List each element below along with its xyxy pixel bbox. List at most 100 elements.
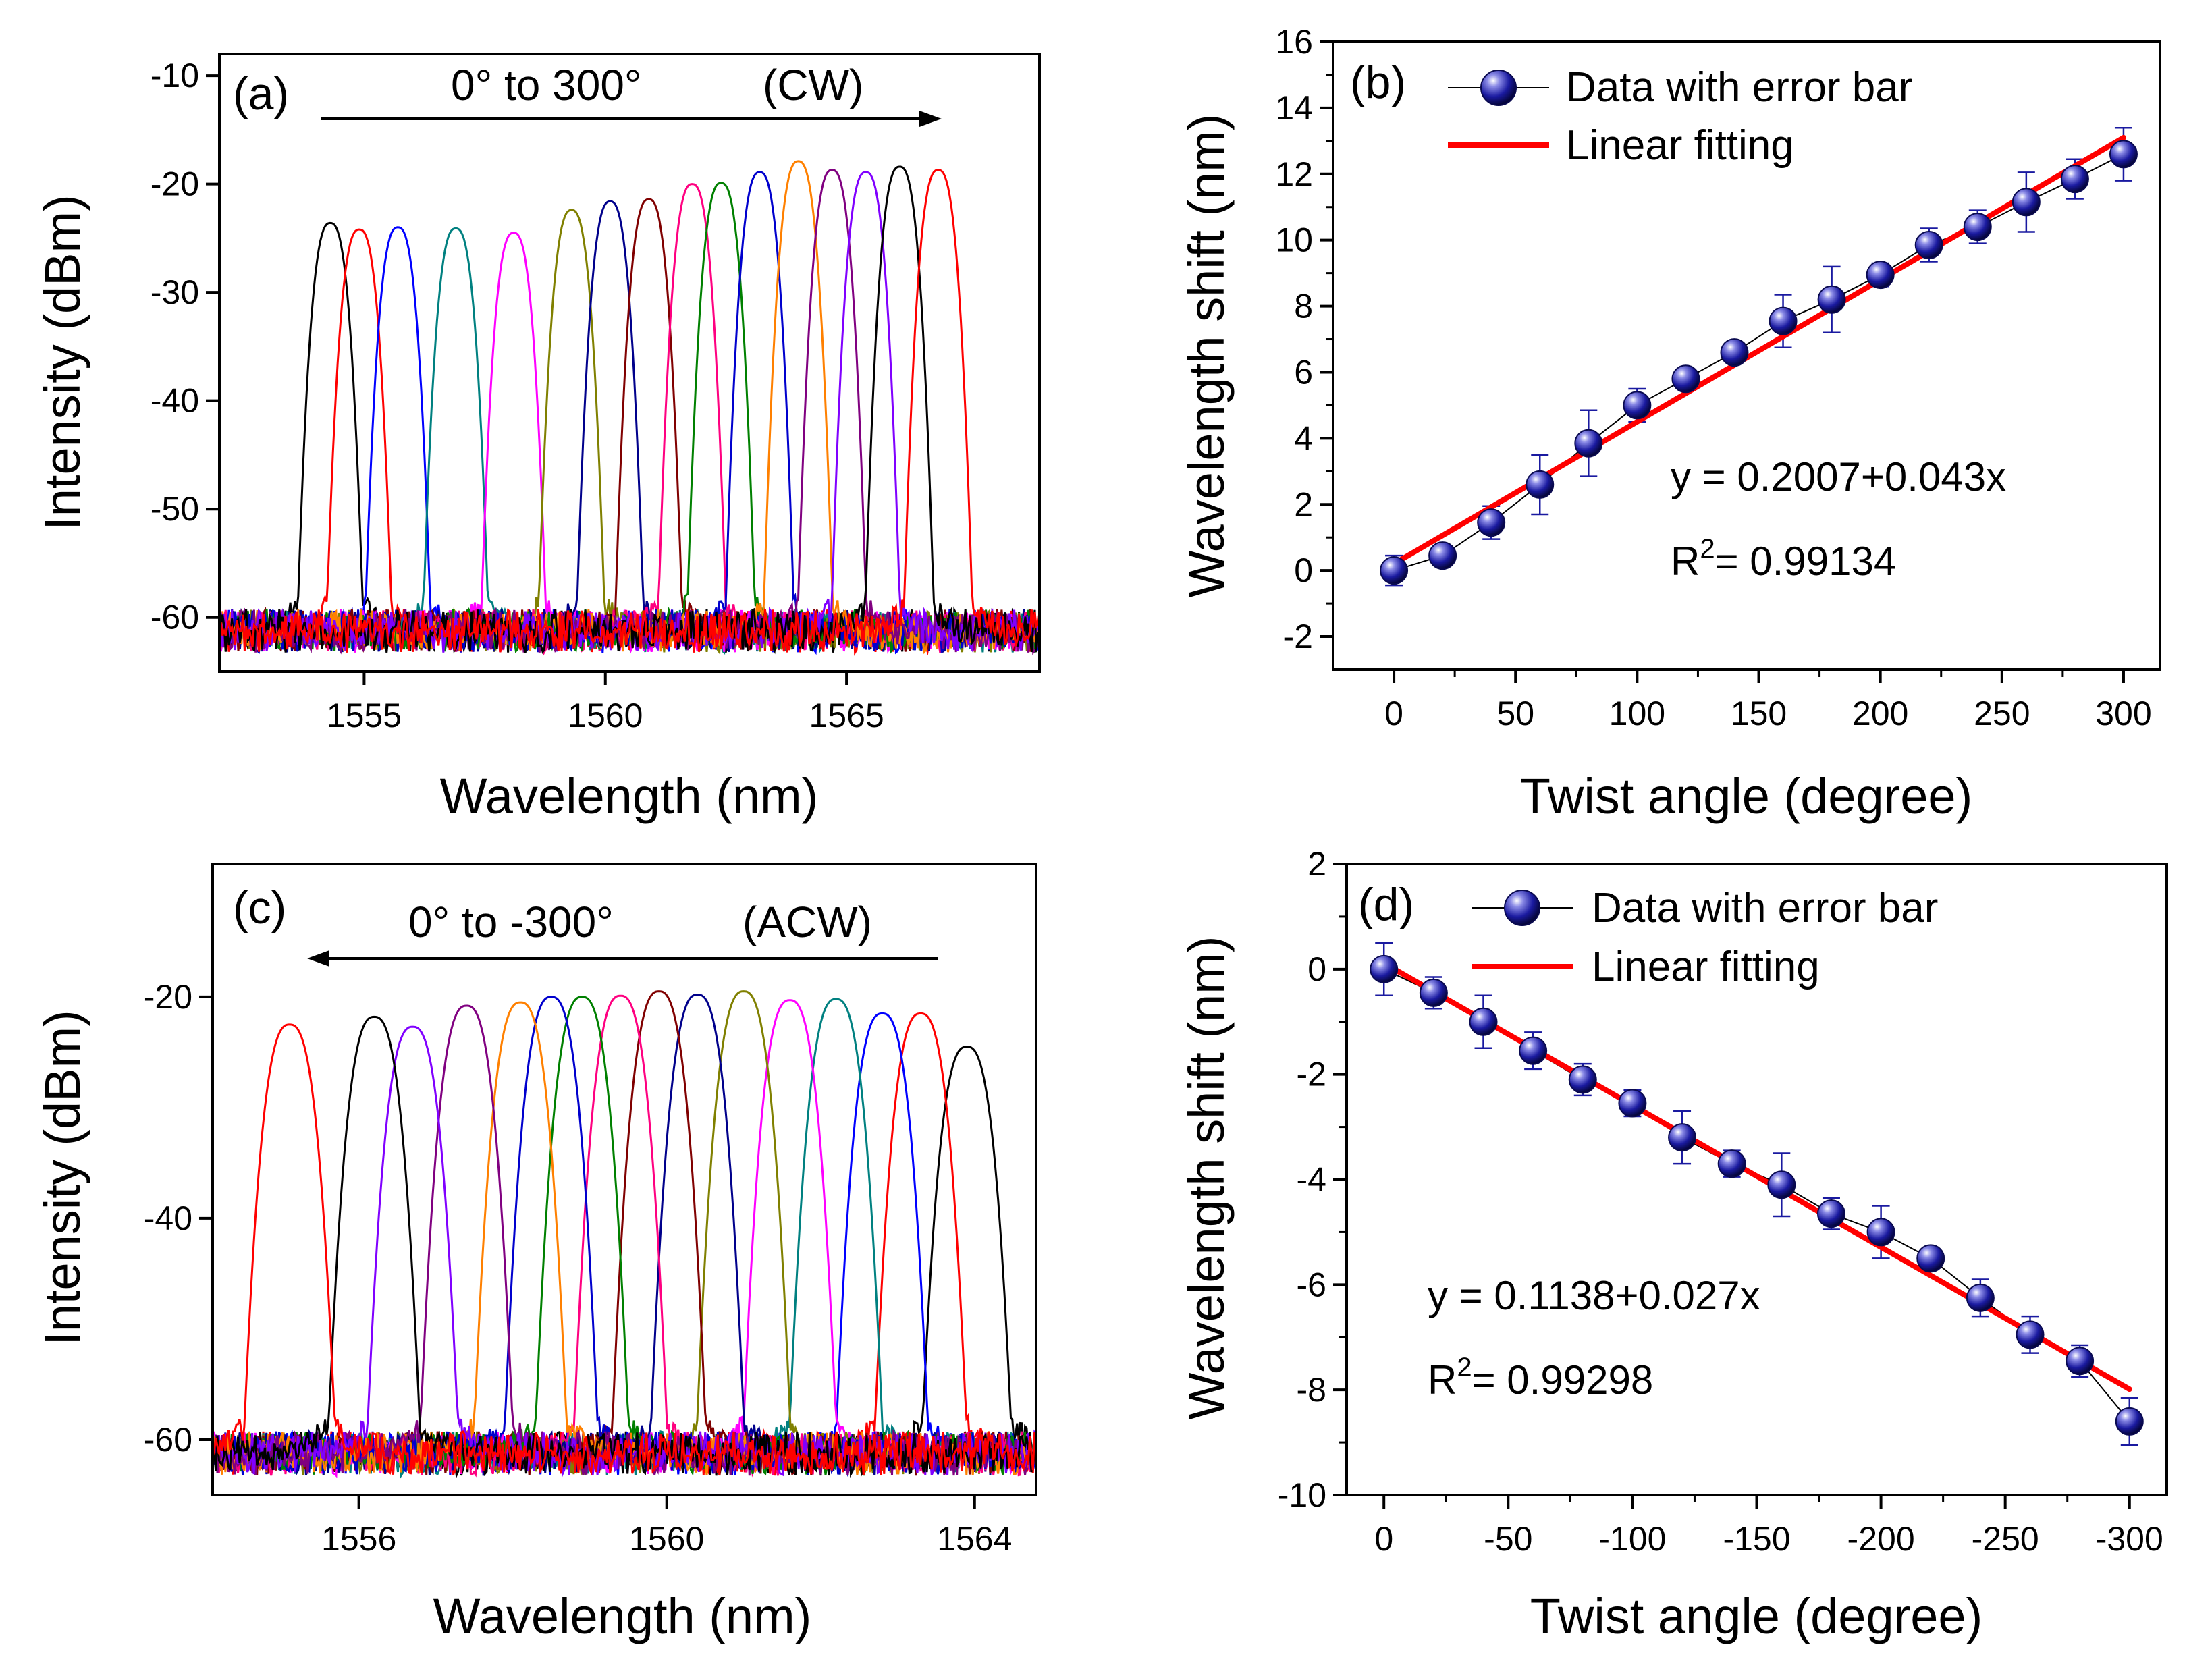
spectrum--260°	[213, 1025, 1036, 1478]
y-tick-label: 0	[1307, 950, 1326, 988]
panel-c-spectra	[213, 990, 1036, 1479]
y-tick-label: -40	[144, 1199, 192, 1237]
panel-a-ticks: 1555 1560 1565 -10 -20 -30 -40 -50 -60	[151, 57, 884, 734]
panel-b-ticks: 0 50 100 150 200 250 300 -2 0 2 4 6 8 10 12 14 16	[1275, 23, 2151, 732]
y-tick-label: 4	[1294, 419, 1313, 457]
panel-c-direction-arrow	[307, 950, 938, 967]
legend-data-marker	[1504, 890, 1540, 926]
linear-fit-line	[1381, 960, 2132, 1392]
data-point	[2016, 1320, 2045, 1349]
x-tick-label: 300	[2095, 695, 2151, 732]
data-point	[1817, 285, 1846, 314]
x-tick-label: -50	[1484, 1520, 1532, 1558]
x-tick-label: 1555	[327, 697, 402, 734]
panel-a-frame	[218, 53, 1041, 673]
data-point	[1519, 1036, 1548, 1065]
panel-c-label: (c)	[233, 882, 286, 933]
x-tick-label: 200	[1852, 695, 1908, 732]
y-tick-label: 6	[1294, 353, 1313, 391]
y-tick-label: -10	[151, 57, 199, 94]
y-tick-label: -2	[1297, 1056, 1326, 1093]
legend-data-label: Data with error bar	[1566, 64, 1912, 111]
panel-d-r-squared: R2= 0.99298	[1428, 1353, 1653, 1403]
data-point	[2109, 140, 2138, 169]
panel-c-ticks: 1556 1560 1564 -20 -40 -60	[144, 978, 1013, 1558]
data-point	[2060, 165, 2089, 194]
legend-fit-label: Linear fitting	[1592, 944, 1820, 990]
y-tick-label: -8	[1297, 1371, 1326, 1409]
panel-b-y-axis-title: Wavelength shift (nm)	[1179, 114, 1235, 598]
data-point	[1370, 954, 1399, 983]
y-tick-label: -60	[151, 599, 199, 636]
panel-a-label: (a)	[233, 68, 289, 119]
spectrum--300°	[213, 1023, 1036, 1476]
data-point	[1618, 1089, 1647, 1118]
panel-b-plot	[1380, 127, 2138, 587]
data-point	[1966, 1283, 1995, 1312]
legend-data-label: Data with error bar	[1592, 885, 1938, 931]
panel-b-label: (b)	[1350, 57, 1406, 108]
panel-d: 0 -50 -100 -150 -200 -250 -300 2 0 -2 -4 -6 -8 -10 (d…	[1179, 845, 2168, 1644]
y-tick-label: 2	[1294, 485, 1313, 523]
data-point	[1916, 1244, 1945, 1273]
data-point	[2012, 188, 2041, 217]
panel-a-y-axis-title: Intensity (dBm)	[34, 194, 90, 531]
y-tick-label: -60	[144, 1421, 192, 1459]
data-point	[1866, 1218, 1895, 1247]
data-point	[1668, 1123, 1697, 1152]
y-tick-label: -20	[151, 165, 199, 203]
spectrum--220°	[213, 1001, 1036, 1476]
linear-fit-line	[1391, 134, 2126, 567]
x-tick-label: 0	[1374, 1520, 1393, 1558]
spectrum--80°	[213, 999, 1036, 1478]
data-point	[1963, 213, 1992, 242]
panel-a-sweep-label: 0° to 300°	[451, 61, 642, 109]
data-point	[2066, 1347, 2095, 1376]
y-tick-label: 2	[1307, 845, 1326, 883]
data-point	[1568, 1065, 1597, 1094]
spectrum--240°	[213, 1004, 1036, 1476]
data-point	[1717, 1149, 1746, 1178]
spectrum--180°	[213, 996, 1036, 1476]
spectrum--200°	[213, 996, 1036, 1478]
x-tick-label: 150	[1731, 695, 1787, 732]
x-tick-label: 100	[1609, 695, 1665, 732]
panel-c: 1556 1560 1564 -20 -40 -60 (c) 0° to -300° (A…	[34, 863, 1037, 1644]
data-point	[1477, 508, 1506, 537]
x-tick-label: 1560	[629, 1520, 704, 1558]
panel-b-frame	[1332, 40, 2161, 671]
spectrum--20°	[213, 1012, 1036, 1476]
data-point	[1720, 338, 1749, 367]
data-point	[2115, 1407, 2144, 1436]
y-tick-label: 16	[1275, 23, 1313, 61]
panel-a-direction-label: (CW)	[763, 61, 863, 109]
spectrum--280°	[213, 1015, 1036, 1478]
spectrum-300°	[219, 169, 1040, 653]
panel-c-sweep-label: 0° to -300°	[408, 898, 614, 946]
x-tick-label: 0	[1384, 695, 1403, 732]
panel-a-direction-arrow	[321, 111, 942, 127]
y-tick-label: 14	[1275, 89, 1313, 127]
panel-c-x-axis-title: Wavelength (nm)	[433, 1588, 812, 1644]
data-point	[1671, 364, 1700, 394]
legend-fit-label: Linear fitting	[1566, 122, 1794, 169]
data-connecting-line	[1393, 153, 2124, 572]
y-tick-label: -20	[144, 978, 192, 1016]
data-point	[1816, 1199, 1845, 1228]
data-point	[1914, 231, 1943, 260]
x-tick-label: 1564	[937, 1520, 1012, 1558]
data-point	[1574, 429, 1603, 458]
data-point	[1428, 541, 1457, 570]
panel-d-y-axis-title: Wavelength shift (nm)	[1179, 936, 1235, 1420]
spectrum--140°	[213, 990, 1036, 1476]
panel-b-r-squared: R2= 0.99134	[1671, 534, 1896, 584]
panel-b-legend: Data with error bar Linear fitting	[1448, 64, 1912, 169]
x-tick-label: -300	[2096, 1520, 2163, 1558]
data-point	[1380, 556, 1409, 585]
data-connecting-line	[1383, 968, 2130, 1422]
x-tick-label: 1565	[809, 697, 884, 734]
panel-d-plot	[1370, 942, 2144, 1446]
y-tick-label: -2	[1283, 618, 1313, 655]
panel-a: 1555 1560 1565 -10 -20 -30 -40 -50 -60 (a) 0° to…	[34, 53, 1041, 824]
